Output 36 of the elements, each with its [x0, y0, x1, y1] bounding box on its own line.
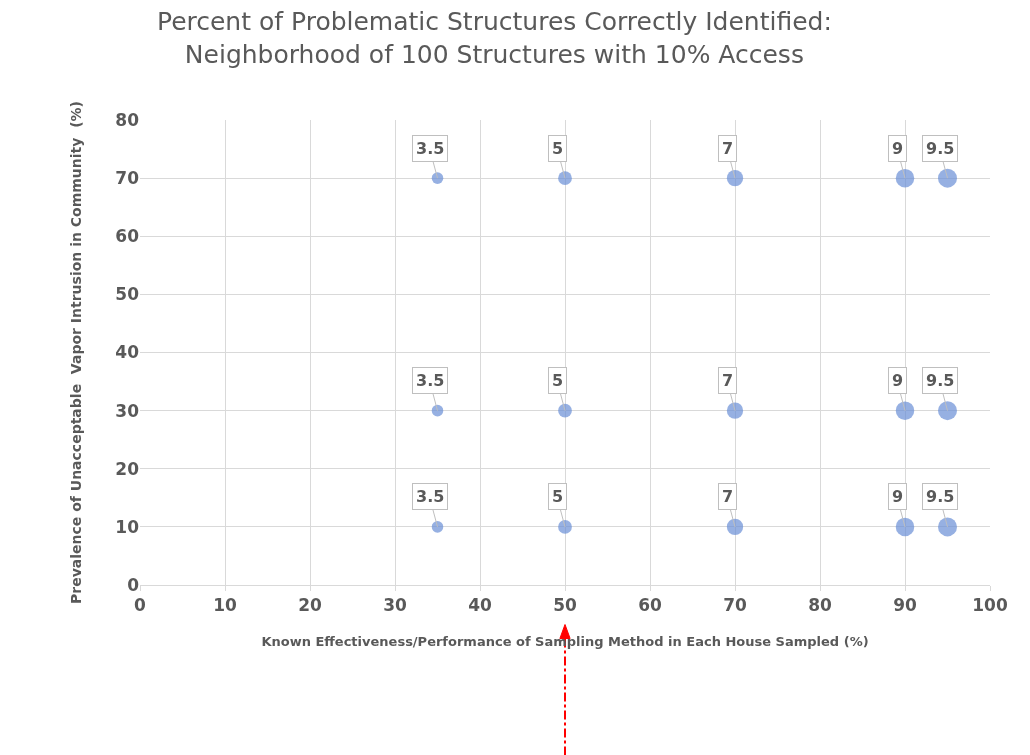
data-label: 3.5 — [416, 371, 445, 390]
y-tick-label: 60 — [115, 226, 140, 247]
y-tick-label: 20 — [115, 458, 140, 479]
y-tick-label: 70 — [115, 168, 140, 189]
data-label: 9 — [892, 487, 904, 506]
data-label: 9.5 — [926, 371, 955, 390]
y-tick-label: 30 — [115, 400, 140, 421]
y-tick-label: 0 — [127, 574, 140, 595]
x-tick-label: 90 — [893, 595, 917, 616]
data-label: 9 — [892, 371, 904, 390]
x-tick-label: 50 — [553, 595, 577, 616]
y-axis-title: Prevalence of Unacceptable Vapor Intrusion in Community (%) — [67, 101, 84, 604]
data-label: 9.5 — [926, 487, 955, 506]
x-tick-label: 80 — [808, 595, 832, 616]
data-label: 7 — [722, 487, 734, 506]
y-tick-label: 50 — [115, 284, 140, 305]
data-label: 5 — [552, 139, 564, 158]
x-tick-label: 30 — [383, 595, 407, 616]
y-tick-label: 80 — [115, 109, 140, 130]
x-tick-label: 100 — [972, 595, 1008, 616]
x-tick-label: 10 — [213, 595, 237, 616]
data-label: 9 — [892, 139, 904, 158]
chart-title: Percent of Problematic Structures Correctly Identified: Neighborhood of 100 Structures with 10% Access — [156, 7, 832, 69]
x-tick-label: 60 — [638, 595, 662, 616]
x-tick-label: 70 — [723, 595, 747, 616]
data-label: 9.5 — [926, 139, 955, 158]
data-label: 5 — [552, 371, 564, 390]
data-label: 5 — [552, 487, 564, 506]
data-label: 3.5 — [416, 139, 445, 158]
y-tick-label: 40 — [115, 342, 140, 363]
data-label: 3.5 — [416, 487, 445, 506]
data-label: 7 — [722, 139, 734, 158]
data-label: 7 — [722, 371, 734, 390]
x-tick-label: 20 — [298, 595, 322, 616]
x-tick-label: 40 — [468, 595, 492, 616]
y-tick-label: 10 — [115, 516, 140, 537]
